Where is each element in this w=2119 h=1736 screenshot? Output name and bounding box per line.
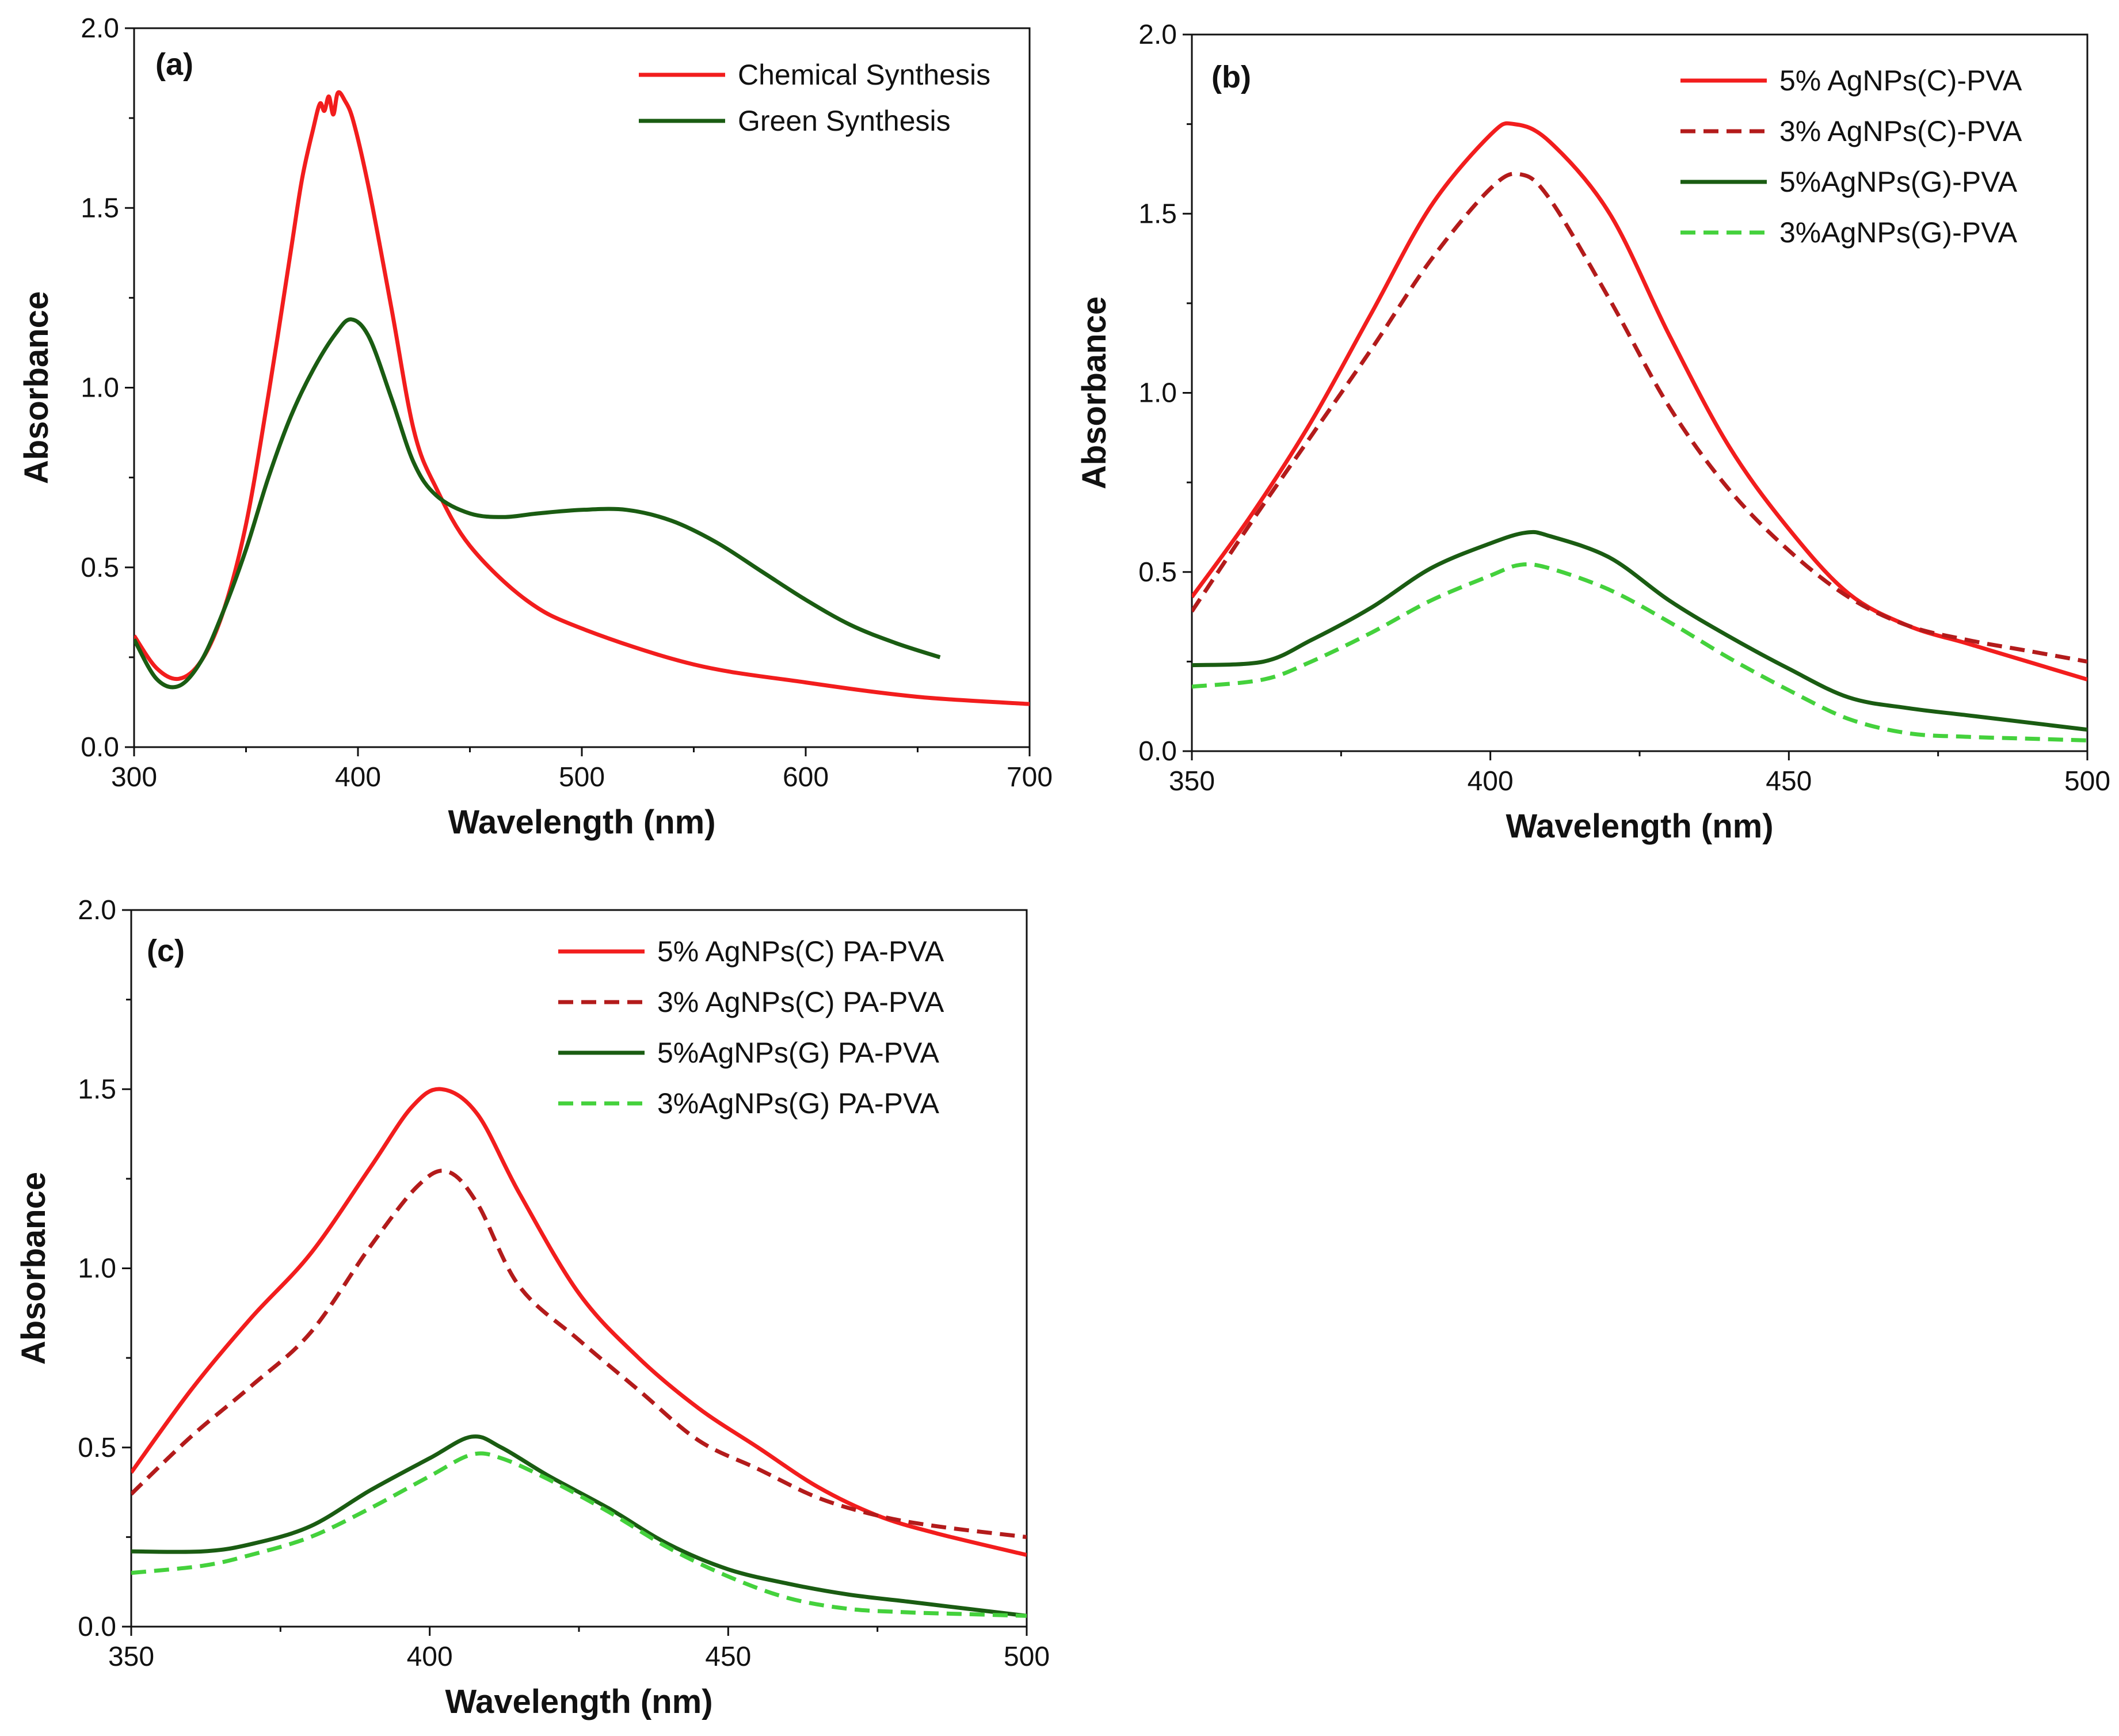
y-tick-label: 1.0 bbox=[78, 1254, 116, 1284]
series-line-1 bbox=[1192, 172, 2087, 664]
series-line-3 bbox=[131, 1451, 1027, 1618]
x-axis-title: Wavelength (nm) bbox=[448, 804, 715, 841]
x-tick-label: 500 bbox=[2064, 766, 2110, 797]
chart-panel-2: 350 400 450 500 0.0 0.5 1.0 1.5 2.0 Wavelength (n… bbox=[15, 895, 1050, 1720]
panel-label: (b) bbox=[1211, 60, 1251, 94]
panel-label: (a) bbox=[155, 47, 193, 82]
x-tick-label: 350 bbox=[108, 1642, 154, 1672]
x-tick-label: 400 bbox=[335, 762, 381, 793]
legend-label: 3%AgNPs(G) PA-PVA bbox=[657, 1087, 940, 1120]
y-tick-label: 1.5 bbox=[78, 1074, 116, 1105]
legend-label: 5%AgNPs(G)-PVA bbox=[1779, 166, 2018, 198]
y-tick-label: 2.0 bbox=[78, 895, 116, 926]
y-tick-label: 2.0 bbox=[1138, 20, 1177, 50]
y-tick-label: 0.0 bbox=[78, 1612, 116, 1642]
series-line-1 bbox=[134, 317, 941, 690]
legend-label: Chemical Synthesis bbox=[738, 59, 990, 91]
y-axis-title: Absorbance bbox=[15, 1172, 52, 1365]
legend-label: 5%AgNPs(G) PA-PVA bbox=[657, 1037, 940, 1069]
y-tick-label: 0.5 bbox=[81, 553, 119, 583]
y-axis-title: Absorbance bbox=[18, 291, 55, 484]
x-tick-label: 450 bbox=[1766, 766, 1812, 797]
series-line-3 bbox=[1192, 562, 2087, 743]
series-line-2 bbox=[1192, 530, 2087, 732]
x-tick-label: 400 bbox=[407, 1642, 453, 1672]
x-tick-label: 600 bbox=[783, 762, 829, 793]
y-tick-label: 0.0 bbox=[81, 732, 119, 763]
legend-label: 5% AgNPs(C)-PVA bbox=[1779, 64, 2022, 97]
legend-label: 3% AgNPs(C) PA-PVA bbox=[657, 986, 944, 1018]
series-line-0 bbox=[134, 90, 1030, 706]
series-line-2 bbox=[131, 1434, 1027, 1618]
legend-label: Green Synthesis bbox=[738, 105, 951, 137]
y-tick-label: 0.5 bbox=[78, 1433, 116, 1463]
y-axis-title: Absorbance bbox=[1076, 296, 1113, 489]
y-tick-label: 1.5 bbox=[81, 193, 119, 223]
chart-panel-0: 300 400 500 600 700 0.0 0.5 1.0 1.5 2.0 Wavelength… bbox=[18, 13, 1053, 841]
x-tick-label: 500 bbox=[1004, 1642, 1050, 1672]
series-line-1 bbox=[131, 1168, 1027, 1539]
y-tick-label: 0.5 bbox=[1138, 557, 1177, 588]
x-tick-label: 400 bbox=[1468, 766, 1514, 797]
legend-label: 3% AgNPs(C)-PVA bbox=[1779, 115, 2022, 147]
y-tick-label: 0.0 bbox=[1138, 736, 1177, 767]
series-line-0 bbox=[1192, 121, 2087, 682]
y-tick-label: 1.0 bbox=[81, 373, 119, 403]
x-tick-label: 700 bbox=[1007, 762, 1053, 793]
x-tick-label: 450 bbox=[705, 1642, 751, 1672]
y-tick-label: 2.0 bbox=[81, 13, 119, 44]
y-tick-label: 1.0 bbox=[1138, 378, 1177, 409]
x-tick-label: 300 bbox=[111, 762, 157, 793]
x-tick-label: 350 bbox=[1169, 766, 1215, 797]
x-tick-label: 500 bbox=[559, 762, 605, 793]
legend-label: 3%AgNPs(G)-PVA bbox=[1779, 216, 2018, 249]
y-tick-label: 1.5 bbox=[1138, 199, 1177, 229]
x-axis-title: Wavelength (nm) bbox=[1506, 808, 1773, 845]
chart-panel-1: 350 400 450 500 0.0 0.5 1.0 1.5 2.0 Wavelength (n… bbox=[1076, 20, 2110, 845]
legend-label: 5% AgNPs(C) PA-PVA bbox=[657, 935, 944, 968]
panel-label: (c) bbox=[147, 934, 185, 968]
series-line-0 bbox=[131, 1087, 1027, 1557]
x-axis-title: Wavelength (nm) bbox=[445, 1683, 712, 1720]
